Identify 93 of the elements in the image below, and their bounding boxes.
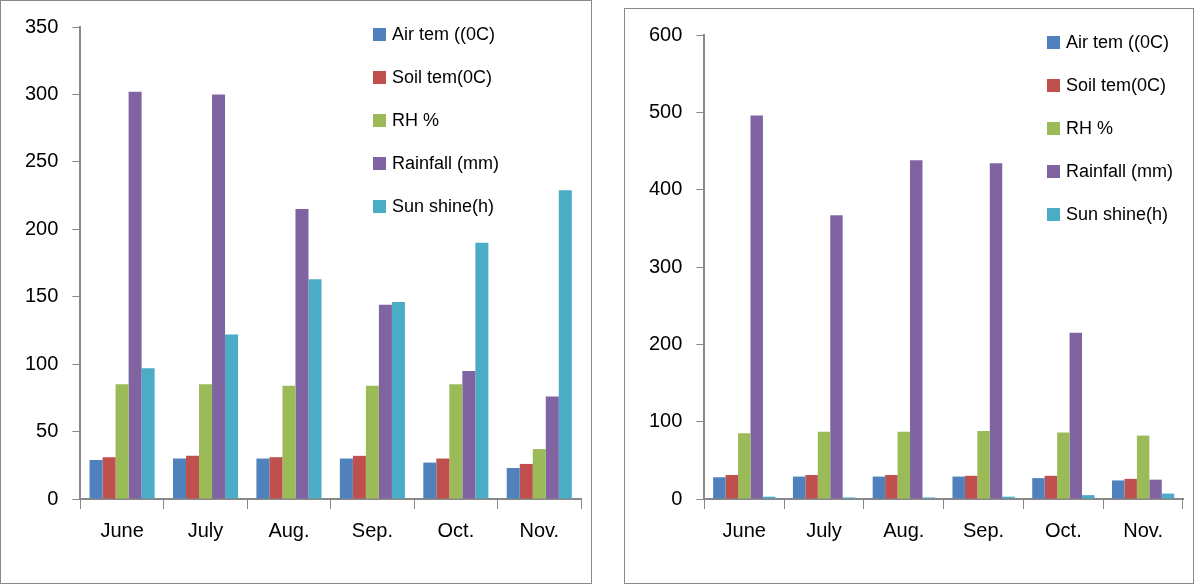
x-tick-label: Oct. [437,518,475,541]
bar [750,115,763,499]
bar [256,458,270,499]
y-tick-label: 0 [47,486,59,509]
bar [295,209,309,499]
bar [1112,480,1125,499]
bar [115,384,129,499]
bar [225,334,239,499]
legend-label: Sun shine(h) [391,195,495,218]
y-tick-label: 200 [24,216,59,239]
legend-label: RH % [391,109,439,132]
legend-label: RH % [1065,117,1113,140]
bar [172,458,186,499]
bar [952,476,965,499]
x-tick-label: Oct. [1045,518,1082,541]
bar [436,458,450,499]
bar [1082,495,1095,499]
bar [462,370,476,499]
bar [725,475,739,499]
bar [391,302,405,499]
bar [128,91,142,499]
bar [199,384,213,499]
bar [989,163,1003,499]
y-tick-label: 350 [24,14,59,37]
bar [1069,332,1083,499]
x-tick-label: Sep. [962,518,1005,541]
bar [910,160,923,499]
y-tick-label: 0 [671,486,683,509]
bar [977,430,990,499]
bar [885,475,898,499]
bar [805,475,818,499]
bar [1032,478,1045,499]
bar [378,304,392,499]
legend-label: Sun shine(h) [1065,203,1169,226]
x-tick-label: June [722,518,766,541]
bar [339,458,353,499]
y-tick-label: 250 [24,149,59,172]
y-tick-label: 600 [648,22,683,45]
x-tick-label: Aug. [883,518,925,541]
legend-label: Air tem ((0C) [391,23,495,46]
bar [817,431,831,499]
bar [352,455,366,499]
bar [212,94,226,499]
y-tick-label: 150 [24,284,59,307]
bar [475,242,489,499]
bar [713,477,726,499]
bar [1057,432,1070,499]
x-tick-label: June [100,518,144,541]
bar [282,385,296,499]
bar [1044,475,1058,499]
legend-label: Air tem ((0C) [1065,31,1169,54]
y-tick-label: 300 [24,81,59,104]
bar [558,190,572,499]
x-tick-label: July [187,518,224,541]
bar [89,459,103,499]
y-tick-label: 100 [24,351,59,374]
bar [449,384,463,499]
x-tick-label: July [806,518,842,541]
y-tick-label: 400 [648,177,683,200]
legend-label: Rainfall (mm) [1065,160,1173,183]
y-tick-label: 200 [648,331,683,354]
y-tick-label: 500 [648,99,683,122]
bar [519,463,533,499]
x-tick-label: Aug. [268,518,310,541]
bar [532,449,546,499]
y-tick-label: 100 [648,409,683,432]
bar [964,475,978,499]
bar [545,396,559,499]
x-tick-label: Nov. [519,518,560,541]
bar [102,457,116,499]
bar [830,215,843,499]
bar [269,457,283,499]
x-tick-label: Sep. [351,518,393,541]
legend-label: Soil tem(0C) [391,66,493,89]
y-tick-label: 300 [648,254,683,277]
y-tick-label: 50 [36,419,59,442]
bar [141,368,155,499]
bar [506,467,520,499]
legend-label: Rainfall (mm) [391,152,499,175]
bar [792,476,806,499]
bar [1161,493,1175,499]
bar [1136,435,1150,499]
bar [1149,479,1162,499]
bar [186,455,200,499]
legend-label: Soil tem(0C) [1065,74,1167,97]
bar [738,433,751,499]
bar [897,431,911,499]
bar [1124,478,1137,499]
bar [423,462,437,499]
bar [365,385,379,499]
bar [872,476,886,499]
x-tick-label: Nov. [1123,518,1163,541]
bar [308,279,322,499]
